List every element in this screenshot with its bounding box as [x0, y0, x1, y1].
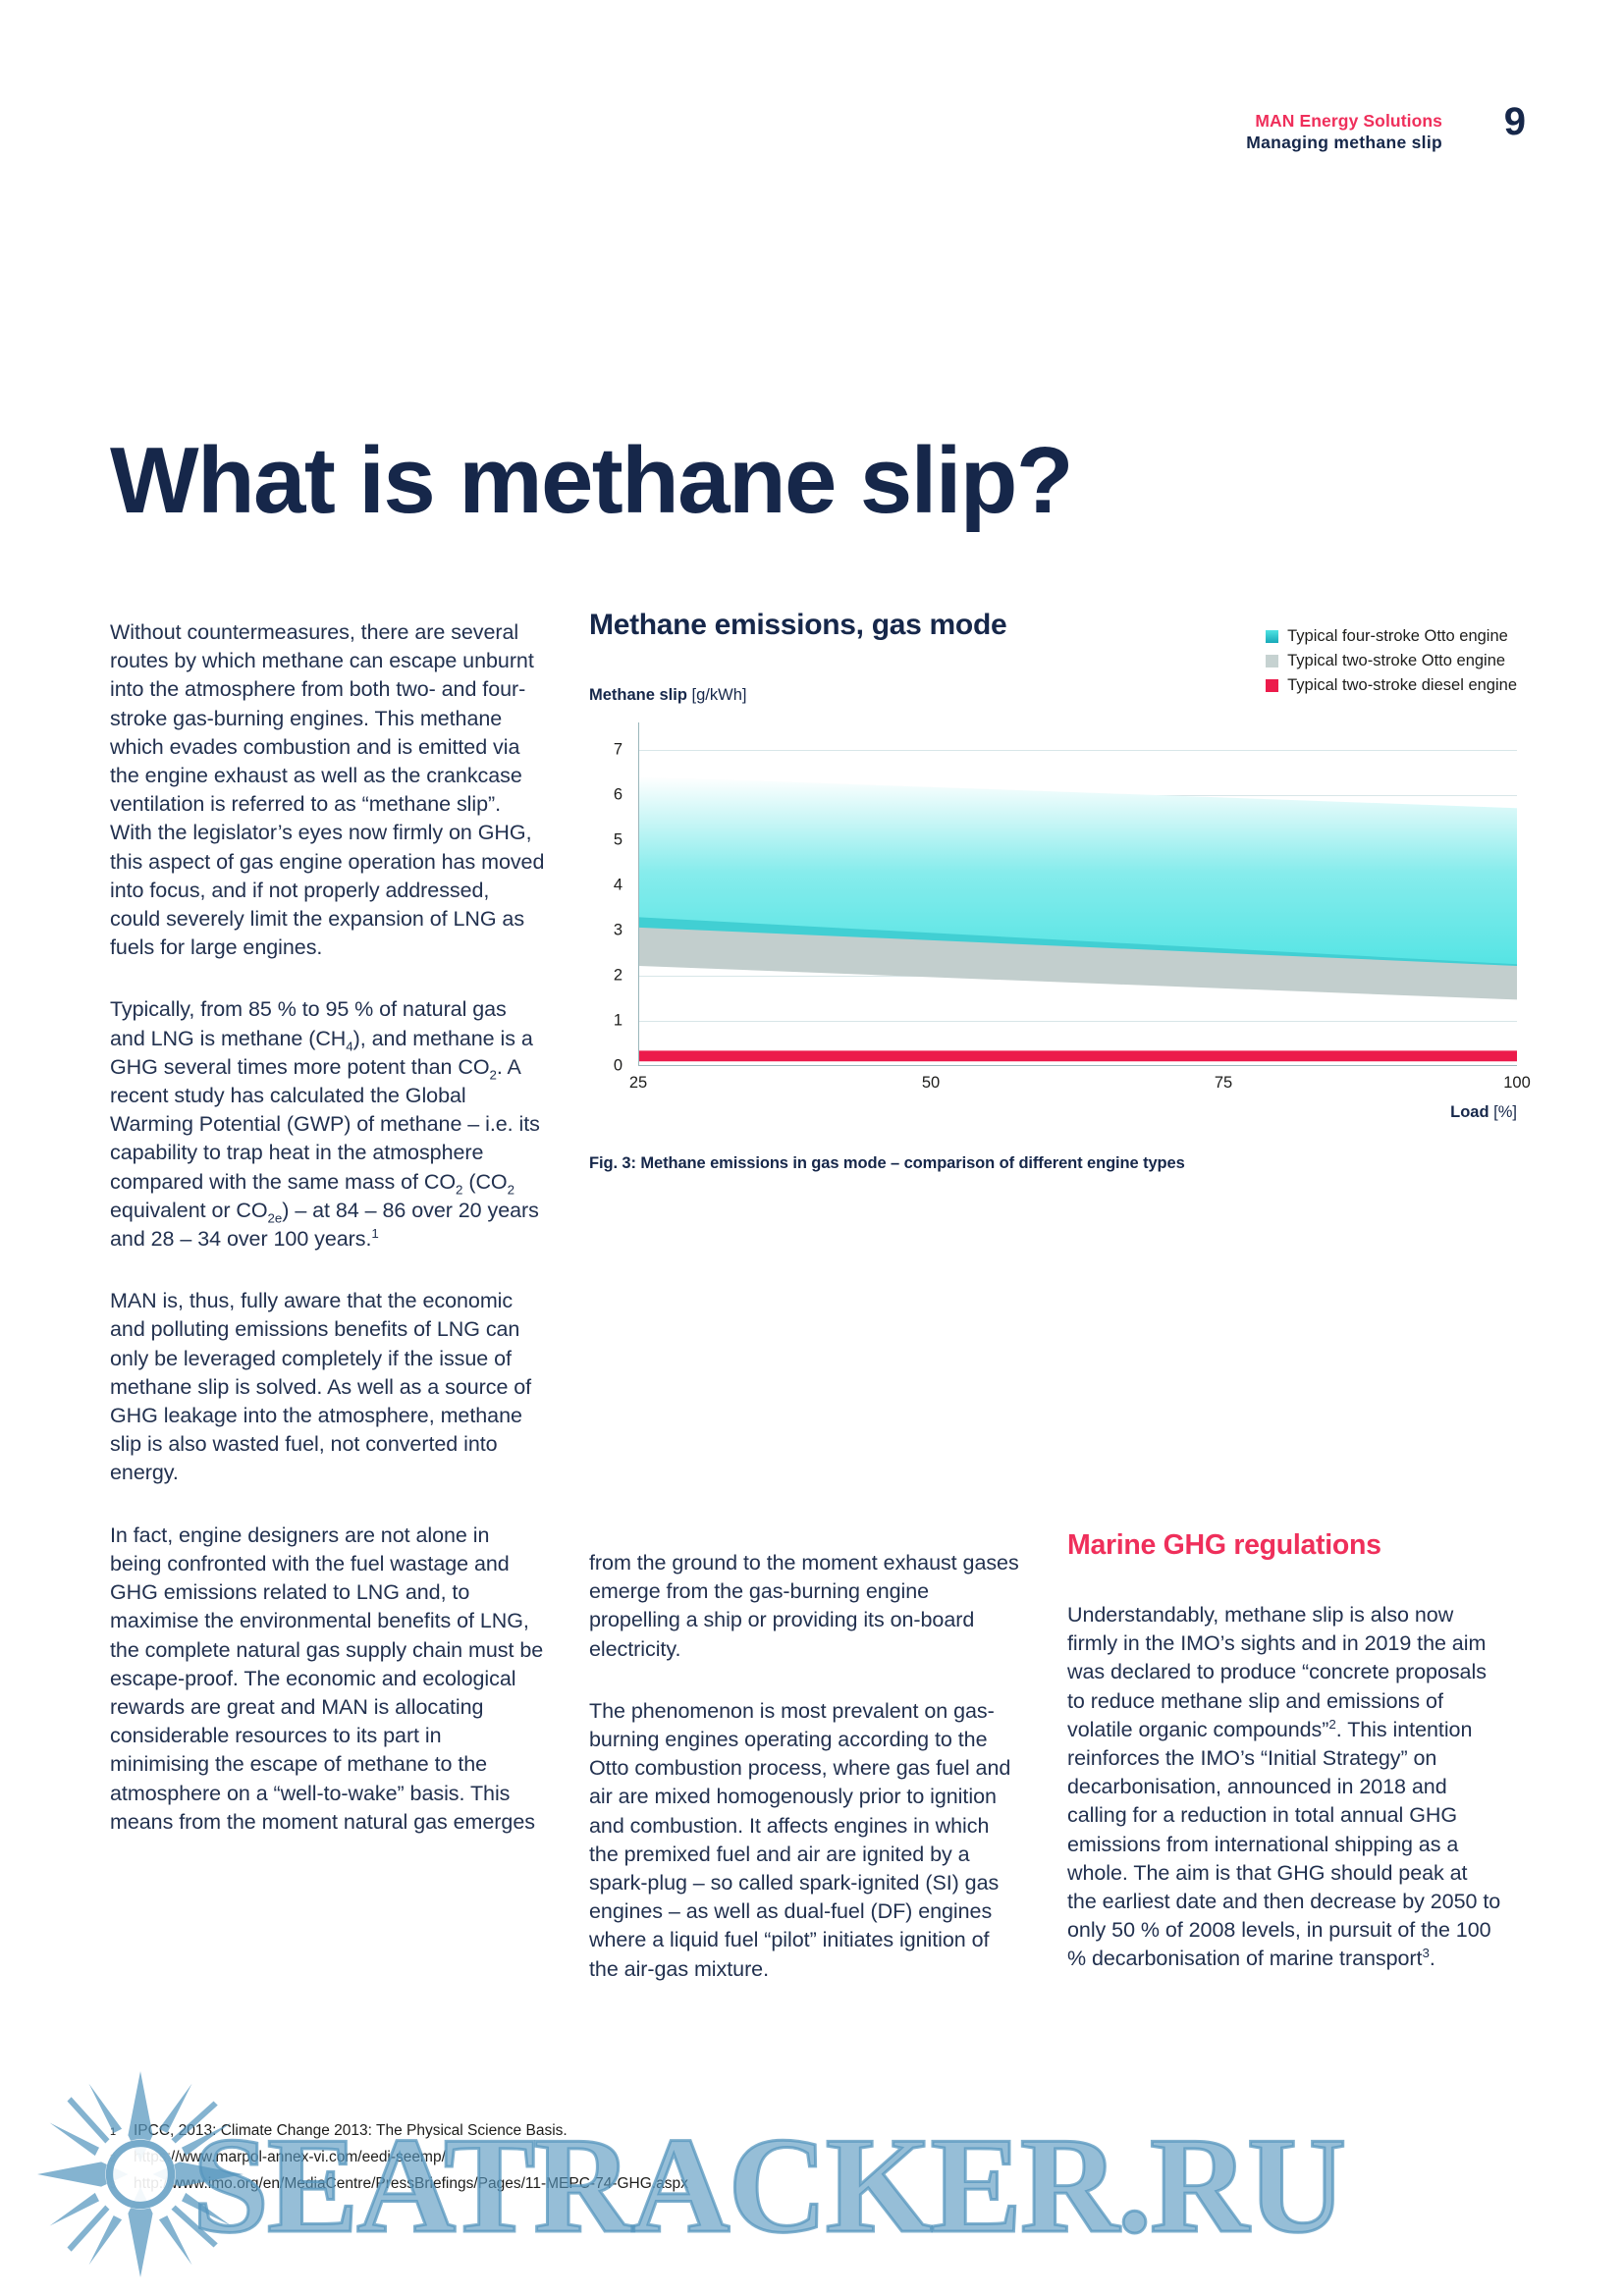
y-axis-label-unit: [g/kWh] — [691, 686, 747, 704]
paragraph: In fact, engine designers are not alone … — [110, 1522, 544, 1834]
paragraph: MAN is, thus, fully aware that the econo… — [110, 1289, 532, 1485]
brand-block: MAN Energy Solutions Managing methane sl… — [1246, 110, 1442, 154]
footnote-item: 3 http://www.imo.org/en/MediaCentre/Pres… — [110, 2171, 1092, 2198]
legend-item-two-stroke-diesel: Typical two-stroke diesel engine — [1266, 673, 1517, 698]
footnote-item: 1 IPCC, 2013: Climate Change 2013: The P… — [110, 2118, 1092, 2145]
x-tick-label: 100 — [1503, 1074, 1531, 1092]
chart-title: Methane emissions, gas mode — [589, 609, 1007, 641]
footnote-link[interactable]: http://www.imo.org/en/MediaCentre/PressB… — [134, 2175, 688, 2192]
footnote-list: 1 IPCC, 2013: Climate Change 2013: The P… — [110, 2118, 1092, 2198]
page-number: 9 — [1503, 100, 1526, 143]
plot-canvas — [638, 722, 1517, 1066]
paragraph-with-formulas: Typically, from 85 % to 95 % of natural … — [110, 997, 540, 1252]
x-axis-ticks: 25 50 75 100 — [629, 1074, 1531, 1097]
y-tick-label: 4 — [613, 876, 623, 894]
x-tick-label: 50 — [921, 1074, 941, 1092]
figure-caption: Fig. 3: Methane emissions in gas mode – … — [589, 1154, 1185, 1172]
gridline — [639, 749, 1517, 751]
y-tick-label: 7 — [613, 740, 623, 759]
document-subtitle: Managing methane slip — [1246, 133, 1442, 153]
column-middle: from the ground to the moment exhaust ga… — [589, 1549, 1024, 1984]
legend-swatch-icon — [1266, 630, 1279, 643]
column-left: Without countermeasures, there are sever… — [110, 618, 545, 1837]
brand-name: MAN Energy Solutions — [1255, 111, 1442, 131]
legend-swatch-icon — [1266, 679, 1279, 692]
footnote-marker: 1 — [110, 2126, 117, 2138]
legend-label: Typical two-stroke diesel engine — [1287, 676, 1517, 694]
x-tick-label: 25 — [628, 1074, 648, 1092]
page-title: What is methane slip? — [110, 428, 1073, 534]
chart-plot-area: 0 1 2 3 4 5 6 7 — [589, 722, 1531, 1172]
x-axis-label-name: Load — [1450, 1103, 1489, 1121]
series-area-svg — [639, 776, 1517, 1062]
x-tick-label: 75 — [1214, 1074, 1233, 1092]
y-tick-label: 0 — [613, 1056, 623, 1075]
y-axis-label: Methane slip [g/kWh] — [589, 686, 1517, 705]
footnote-link[interactable]: https://www.marpol-annex-vi.com/eedi-see… — [134, 2149, 446, 2165]
paragraph: from the ground to the moment exhaust ga… — [589, 1551, 1019, 1661]
series-four-stroke-otto — [639, 776, 1517, 978]
footnote-marker: 3 — [110, 2179, 117, 2191]
footnote-item: 2 https://www.marpol-annex-vi.com/eedi-s… — [110, 2145, 1092, 2171]
column-right: Marine GHG regulations Understandably, m… — [1067, 1529, 1502, 1974]
legend-item-two-stroke-otto: Typical two-stroke Otto engine — [1266, 649, 1517, 673]
y-tick-label: 3 — [613, 921, 623, 939]
paragraph: The phenomenon is most prevalent on gas-… — [589, 1698, 1011, 1981]
y-tick-label: 1 — [613, 1011, 623, 1030]
chart-series-bands — [639, 722, 1517, 1065]
chart-legend: Typical four-stroke Otto engine Typical … — [1266, 624, 1517, 698]
series-two-stroke-diesel — [639, 1050, 1517, 1062]
y-tick-label: 2 — [613, 966, 623, 985]
paragraph: Without countermeasures, there are sever… — [110, 620, 545, 960]
y-axis-label-name: Methane slip — [589, 686, 687, 704]
figure-methane-emissions: Methane emissions, gas mode Typical four… — [589, 609, 1531, 1172]
legend-item-four-stroke-otto: Typical four-stroke Otto engine — [1266, 624, 1517, 649]
page-header: MAN Energy Solutions Managing methane sl… — [0, 100, 1624, 169]
y-tick-label: 6 — [613, 785, 623, 804]
legend-label: Typical two-stroke Otto engine — [1287, 652, 1506, 669]
x-axis-label-unit: [%] — [1493, 1103, 1517, 1121]
paragraph-with-footnotes: Understandably, methane slip is also now… — [1067, 1603, 1501, 1971]
footnote-text: IPCC, 2013: Climate Change 2013: The Phy… — [134, 2122, 568, 2139]
footnote-marker: 2 — [110, 2153, 117, 2164]
legend-swatch-icon — [1266, 655, 1279, 667]
y-tick-label: 5 — [613, 830, 623, 849]
section-heading: Marine GHG regulations — [1067, 1529, 1381, 1561]
series-two-stroke-otto — [639, 927, 1517, 1000]
legend-label: Typical four-stroke Otto engine — [1287, 627, 1508, 645]
gridline — [639, 1020, 1517, 1022]
x-axis-label: Load [%] — [1450, 1103, 1517, 1122]
